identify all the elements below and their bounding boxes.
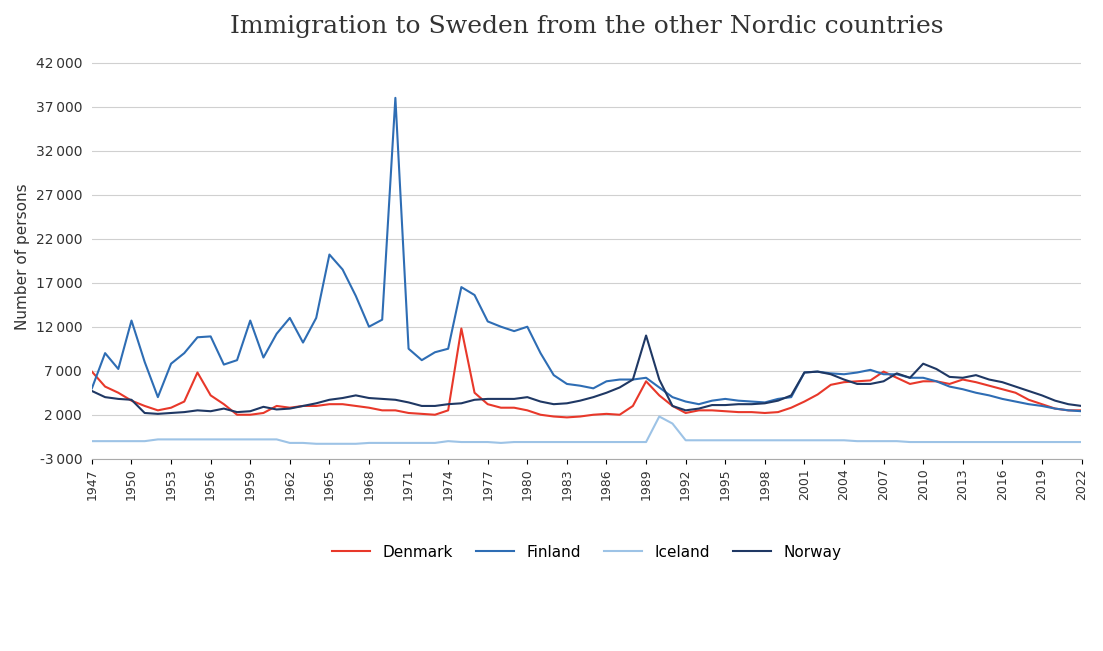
Denmark <box>771 408 784 416</box>
Finland <box>731 396 745 404</box>
Norway <box>745 400 758 408</box>
Denmark <box>745 408 758 416</box>
Norway <box>613 383 627 391</box>
Line: Norway: Norway <box>92 335 1082 414</box>
Line: Finland: Finland <box>92 98 1082 411</box>
Iceland <box>771 436 784 444</box>
Iceland <box>178 436 191 443</box>
Finland <box>441 345 454 353</box>
Denmark <box>85 368 98 376</box>
Iceland <box>745 436 758 444</box>
Iceland <box>653 413 666 421</box>
Norway <box>85 387 98 395</box>
Norway <box>903 374 917 381</box>
Iceland <box>903 438 917 446</box>
Finland <box>178 349 191 357</box>
Iceland <box>85 437 98 445</box>
Denmark <box>428 411 441 419</box>
Finland <box>85 385 98 393</box>
Finland <box>758 398 771 406</box>
Denmark <box>1075 406 1089 414</box>
Norway <box>771 396 784 404</box>
Title: Immigration to Sweden from the other Nordic countries: Immigration to Sweden from the other Nor… <box>229 15 943 38</box>
Line: Denmark: Denmark <box>92 329 1082 417</box>
Finland <box>613 376 627 383</box>
Iceland <box>1075 438 1089 446</box>
Denmark <box>627 402 640 410</box>
Norway <box>1075 402 1089 410</box>
Finland <box>890 370 903 378</box>
Norway <box>151 410 164 418</box>
Norway <box>191 406 204 414</box>
Iceland <box>310 440 323 448</box>
Finland <box>1075 408 1089 415</box>
Legend: Denmark, Finland, Iceland, Norway: Denmark, Finland, Iceland, Norway <box>326 539 847 566</box>
Line: Iceland: Iceland <box>92 417 1082 444</box>
Denmark <box>560 413 574 421</box>
Iceland <box>613 438 627 446</box>
Denmark <box>178 398 191 406</box>
Iceland <box>441 437 454 445</box>
Y-axis label: Number of persons: Number of persons <box>15 183 30 329</box>
Finland <box>388 94 401 102</box>
Norway <box>640 331 653 339</box>
Norway <box>441 400 454 408</box>
Denmark <box>454 325 468 333</box>
Denmark <box>903 380 917 388</box>
